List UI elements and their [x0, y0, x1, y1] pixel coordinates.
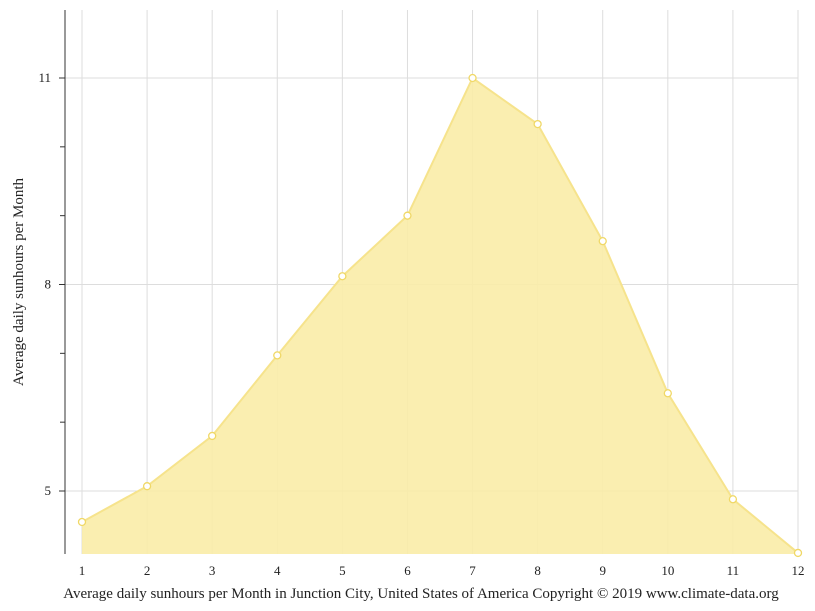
x-tick-label-9: 9	[599, 563, 606, 578]
data-point-11	[728, 495, 738, 504]
chart-caption: Average daily sunhours per Month in Junc…	[63, 586, 779, 602]
x-tick-label-11: 11	[727, 563, 740, 578]
x-tick-label-12: 12	[792, 563, 805, 578]
data-point-2	[142, 482, 152, 491]
data-point-4	[273, 351, 282, 360]
data-point-10	[663, 389, 672, 398]
data-markers	[77, 73, 803, 558]
y-axis-title: Average daily sunhours per Month	[11, 178, 27, 387]
x-tick-label-3: 3	[209, 563, 216, 578]
x-tick-label-5: 5	[339, 563, 346, 578]
series-line	[81, 76, 799, 554]
data-point-5	[338, 272, 347, 281]
data-point-9	[598, 236, 607, 246]
data-point-12	[793, 548, 803, 558]
data-point-8	[533, 119, 542, 129]
series-area	[81, 76, 799, 554]
data-point-1	[77, 517, 87, 527]
y-tick-label-11: 11	[38, 70, 51, 85]
series-area-fill	[82, 78, 798, 554]
y-tick-label-5: 5	[45, 483, 52, 498]
data-point-3	[208, 431, 217, 441]
y-tick-label-8: 8	[45, 277, 52, 292]
x-tick-label-2: 2	[144, 563, 151, 578]
x-tick-label-8: 8	[534, 563, 541, 578]
data-point-6	[403, 211, 412, 220]
data-point-7	[468, 73, 477, 83]
axes	[59, 10, 66, 554]
x-tick-label-1: 1	[79, 563, 86, 578]
x-tick-label-10: 10	[661, 563, 674, 578]
x-tick-label-4: 4	[274, 563, 281, 578]
x-tick-label-6: 6	[404, 563, 411, 578]
x-tick-label-7: 7	[469, 563, 476, 578]
